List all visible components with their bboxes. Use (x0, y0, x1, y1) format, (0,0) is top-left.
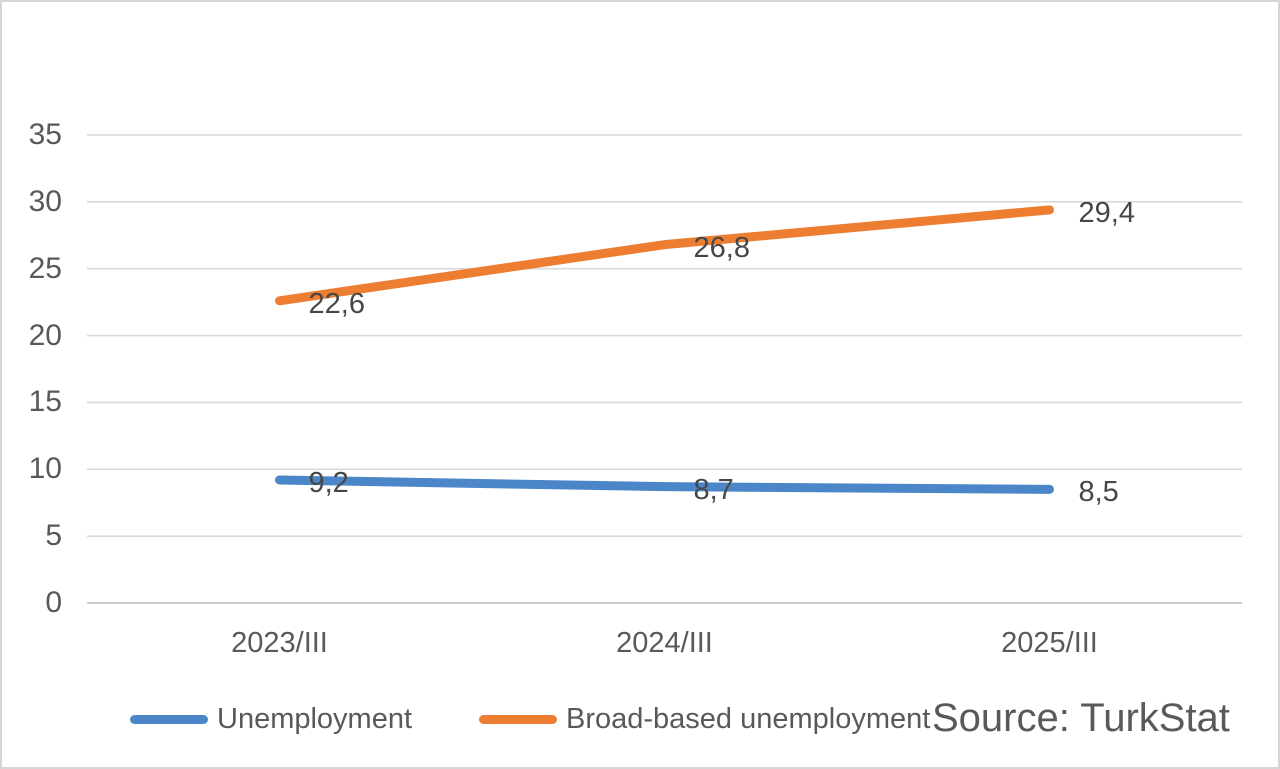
y-axis-tick-label: 35 (28, 118, 62, 151)
y-axis-tick-label: 30 (28, 184, 62, 218)
y-axis-tick-label: 10 (28, 452, 62, 486)
legend-swatch-unemployment-icon (130, 714, 208, 724)
x-axis-tick-label: 2024/III (616, 627, 713, 659)
data-label-1-2: 29,4 (1078, 196, 1135, 229)
series-line-1 (275, 205, 1054, 306)
data-label-1-0: 22,6 (308, 287, 365, 320)
y-axis-tick-label: 0 (45, 586, 62, 619)
y-axis-tick-label: 20 (28, 318, 62, 352)
y-axis-tick-label: 25 (28, 251, 62, 285)
legend-item-broad-based-unemployment: Broad-based unemployment (479, 702, 930, 736)
series-line-0 (275, 475, 1054, 494)
data-label-0-0: 9,2 (308, 466, 349, 499)
data-label-1-1: 26,8 (693, 231, 750, 264)
source-caption: Source: TurkStat (932, 696, 1230, 740)
legend-label-unemployment: Unemployment (217, 702, 413, 735)
legend-label-broad-based-unemployment: Broad-based unemployment (566, 702, 931, 735)
x-axis-tick-label: 2025/III (1001, 627, 1098, 659)
x-axis-tick-label: 2023/III (231, 627, 328, 659)
data-label-0-1: 8,7 (693, 473, 734, 506)
legend-item-unemployment: Unemployment (130, 702, 412, 736)
y-axis-tick-label: 5 (45, 519, 62, 553)
y-axis-tick-label: 15 (28, 385, 62, 419)
data-label-0-2: 8,5 (1078, 476, 1119, 509)
legend-swatch-broad-based-unemployment-icon (479, 714, 557, 724)
